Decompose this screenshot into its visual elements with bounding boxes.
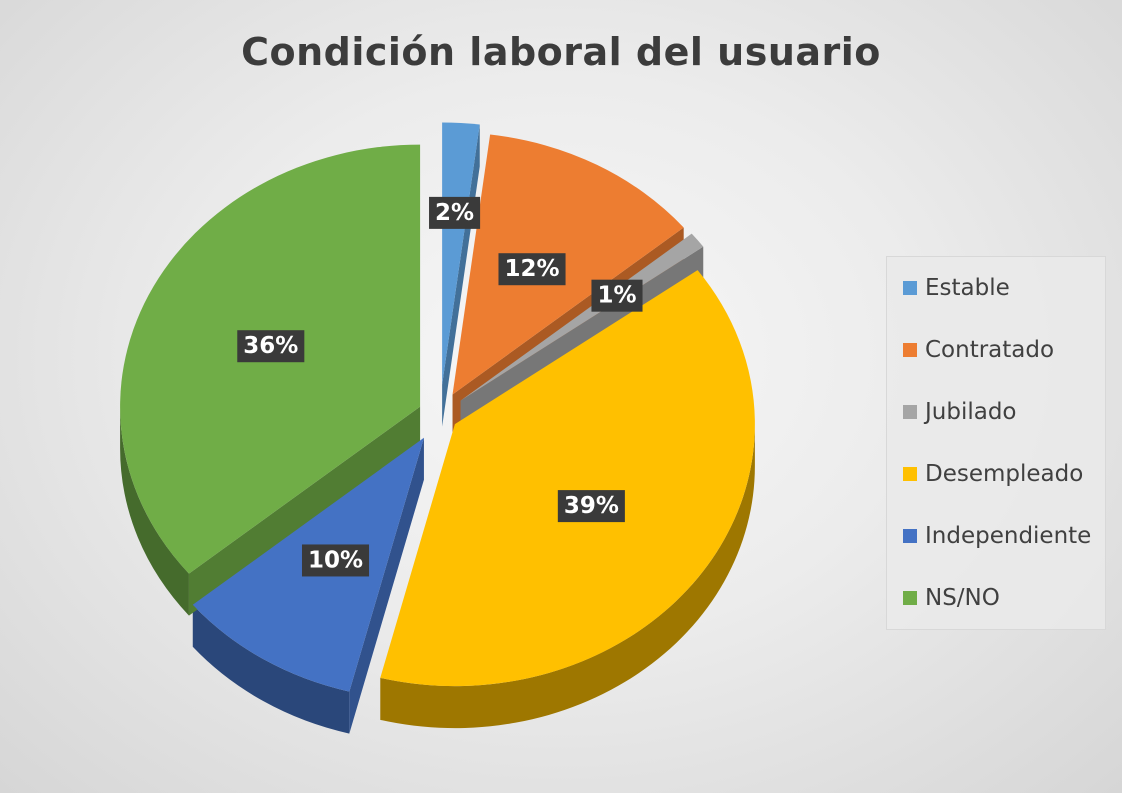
data-label-box-ns-no xyxy=(237,330,305,363)
legend-item-independiente: Independiente xyxy=(903,521,1091,551)
legend-swatch-jubilado xyxy=(903,405,917,419)
legend-item-desempleado: Desempleado xyxy=(903,459,1083,489)
legend-item-jubilado: Jubilado xyxy=(903,397,1017,427)
pie-slice-estable xyxy=(442,122,480,385)
legend-label-desempleado: Desempleado xyxy=(925,461,1084,487)
legend-swatch-ns-no xyxy=(903,591,917,605)
data-label-desempleado: 39% xyxy=(564,493,619,519)
legend-label-estable: Estable xyxy=(925,275,1010,301)
legend-swatch-contratado xyxy=(903,343,917,357)
data-label-box-estable xyxy=(429,196,481,229)
pie-slice-jubilado xyxy=(460,233,704,401)
pie-side-desempleado xyxy=(380,424,755,729)
data-label-contratado: 12% xyxy=(504,256,559,282)
chart-legend: Estable Contratado Jubilado Desempleado Inde… xyxy=(886,256,1106,630)
pie-side-ns-no xyxy=(120,406,189,616)
data-label-box-independiente xyxy=(301,544,370,577)
legend-label-ns-no: NS/NO xyxy=(925,585,1000,611)
data-label-box-contratado xyxy=(498,253,566,286)
legend-item-estable: Estable xyxy=(903,273,1010,303)
data-label-box-desempleado xyxy=(557,490,625,523)
data-label-independiente: 10% xyxy=(308,547,363,573)
data-label-ns-no: 36% xyxy=(243,333,298,359)
legend-item-ns-no: NS/NO xyxy=(903,583,1000,613)
chart-title: Condición laboral del usuario xyxy=(241,30,881,74)
legend-swatch-independiente xyxy=(903,529,917,543)
legend-label-jubilado: Jubilado xyxy=(925,399,1017,425)
data-label-estable: 2% xyxy=(435,200,474,226)
legend-swatch-estable xyxy=(903,281,917,295)
pie-cut-face-ns-no xyxy=(188,406,421,616)
data-label-jubilado: 1% xyxy=(597,283,636,309)
pie-slice-contratado xyxy=(452,134,684,395)
legend-item-contratado: Contratado xyxy=(903,335,1054,365)
pie-cut-face-independiente xyxy=(349,437,424,734)
legend-label-contratado: Contratado xyxy=(925,337,1055,363)
legend-swatch-desempleado xyxy=(903,467,917,481)
data-label-box-jubilado xyxy=(591,279,643,312)
pie-side-independiente xyxy=(192,604,350,734)
pie-slice-desempleado xyxy=(380,270,755,687)
legend-label-independiente: Independiente xyxy=(925,523,1092,549)
